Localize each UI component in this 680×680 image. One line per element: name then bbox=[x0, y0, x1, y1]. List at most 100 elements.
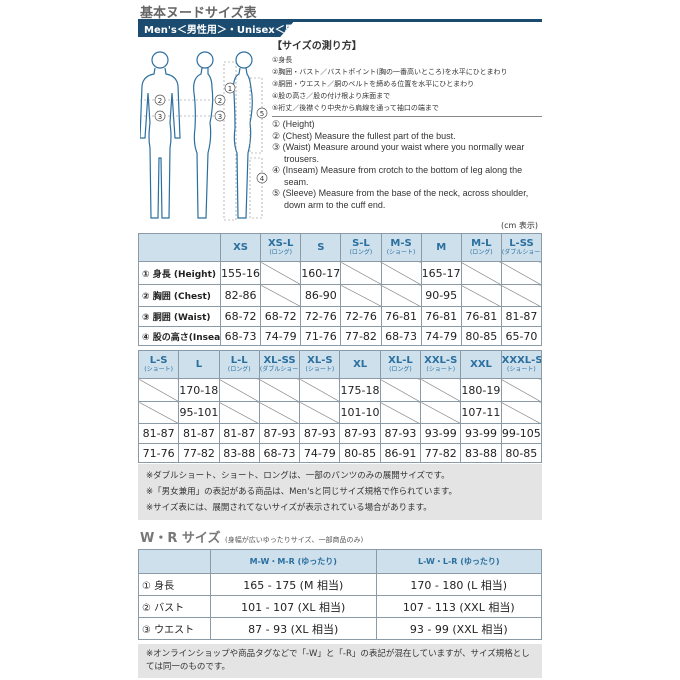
jp-instruction: ④股の高さ／股の付け根より床面まで bbox=[272, 92, 391, 100]
empty-cell bbox=[137, 378, 180, 402]
cell: 82-86 bbox=[219, 284, 262, 307]
cell: 90-95 bbox=[420, 284, 462, 307]
cell: 83-88 bbox=[218, 443, 260, 463]
row-label: ① 身長 bbox=[138, 573, 211, 596]
cell: 80-85 bbox=[339, 443, 381, 463]
cell: 74-79 bbox=[299, 443, 341, 463]
divider bbox=[272, 116, 542, 117]
size-subtype: (ロング) bbox=[389, 365, 412, 373]
size-header: S bbox=[300, 233, 342, 262]
size-header: XS-L (ロング) bbox=[260, 233, 302, 262]
size-name: S bbox=[317, 241, 325, 253]
table-row: 81-87 81-87 81-87 87-93 87-93 87-93 87-93 93-99… bbox=[137, 423, 543, 444]
cell: 101-107 bbox=[339, 401, 381, 424]
size-name: XS bbox=[233, 241, 249, 253]
size-subtype: (ロング) bbox=[227, 365, 251, 373]
banner-text: Men's＜男性用＞・Unisex＜男女兼用＞ bbox=[144, 25, 335, 36]
size-header: XXL-S (ショート) bbox=[420, 350, 462, 379]
size-header: L-SS(ダブルショート) bbox=[500, 233, 543, 262]
size-header: M bbox=[420, 233, 462, 262]
cell: 165-175 bbox=[420, 261, 462, 285]
table-row: 71-76 77-82 83-88 68-73 74-79 80-85 86-91 77-82… bbox=[137, 443, 543, 463]
cell: 87-93 bbox=[339, 423, 381, 444]
cell: 76-81 bbox=[420, 306, 462, 327]
profile-figure-icon bbox=[232, 51, 253, 219]
cell: 81-87 bbox=[218, 423, 260, 444]
size-subtype: (ショート) bbox=[305, 365, 335, 373]
cell: 77-82 bbox=[340, 326, 382, 346]
cell: 180-190 bbox=[460, 378, 502, 402]
cell: 83-88 bbox=[460, 443, 502, 463]
cell: 81-87 bbox=[178, 423, 220, 444]
cell: 76-81 bbox=[460, 306, 502, 327]
svg-text:4: 4 bbox=[260, 175, 265, 183]
size-name: L-SS bbox=[509, 237, 534, 249]
size-table-1: XS XS-L (ロング) S S-L (ロング) M-S (ショート) M M-L (ロング) L-… bbox=[138, 233, 543, 346]
cell: 107 - 113 (XXL 相当) bbox=[375, 595, 542, 618]
en-instruction: ③ (Waist) Measure around your waist wher… bbox=[272, 142, 525, 164]
table-row: ③ 胴囲 (Waist) 68-72 68-72 72-76 72-76 76-81 76-… bbox=[138, 306, 543, 327]
table-row: ① 身長 (Height)155-165 160-170 165-175 bbox=[138, 261, 543, 285]
empty-cell bbox=[299, 401, 341, 424]
table-row: ② バスト 101 - 107 (XL 相当) 107 - 113 (XXL 相当) bbox=[138, 595, 542, 618]
cell: 87-93 bbox=[258, 423, 301, 444]
front-figure-icon bbox=[140, 51, 181, 219]
size-subtype: (ロング) bbox=[349, 248, 373, 256]
jp-instruction: ⑤裄丈／後襟ぐり中央から肩線を通って袖口の端まで bbox=[272, 104, 439, 112]
svg-text:2: 2 bbox=[218, 97, 222, 105]
size-name: XXL-S bbox=[424, 354, 458, 366]
empty-cell bbox=[420, 378, 462, 402]
note: ※ダブルショート、ショート、ロングは、一部のパンツのみの展開サイズです。 bbox=[146, 471, 450, 481]
empty-cell bbox=[218, 378, 260, 402]
svg-text:5: 5 bbox=[260, 110, 264, 118]
size-subtype: (ショート) bbox=[426, 365, 456, 373]
size-subtype: (ダブルショート) bbox=[259, 365, 299, 373]
size-name: L-L bbox=[230, 354, 248, 366]
svg-text:2: 2 bbox=[158, 97, 162, 105]
cell: 87-93 bbox=[299, 423, 341, 444]
cell: 107-113 bbox=[460, 401, 502, 424]
empty-cell bbox=[379, 378, 422, 402]
empty-cell bbox=[379, 401, 422, 424]
jp-instruction: ②胸囲・バスト／バストポイント(胸の一番高いところ)を水平にひとまわり bbox=[272, 68, 508, 76]
empty-cell bbox=[340, 261, 382, 285]
row-label: ③ 胴囲 (Waist) bbox=[138, 306, 221, 327]
empty-cell bbox=[299, 378, 341, 402]
cell: 80-85 bbox=[460, 326, 502, 346]
cell: 170-180 bbox=[178, 378, 220, 402]
size-header: L-L (ロング) bbox=[218, 350, 260, 379]
corner-cell bbox=[138, 549, 211, 574]
cell: 175-185 bbox=[339, 378, 381, 402]
table-row: ① 身長 165 - 175 (M 相当) 170 - 180 (L 相当) bbox=[138, 573, 542, 596]
cell: 74-79 bbox=[260, 326, 302, 346]
row-label: ③ ウエスト bbox=[138, 617, 211, 640]
row-label: ① 身長 (Height) bbox=[138, 261, 221, 285]
section-banner: Men's＜男性用＞・Unisex＜男女兼用＞ bbox=[138, 19, 542, 37]
size-header: XS bbox=[219, 233, 262, 262]
cell: 160-170 bbox=[300, 261, 342, 285]
measurement-instructions: 【サイズの測り方】 ①身長 ②胸囲・バスト／バストポイント(胸の一番高いところ)… bbox=[272, 40, 542, 211]
size-header: XXL bbox=[460, 350, 502, 379]
size-name: XL-L bbox=[388, 354, 413, 366]
size-name: XS-L bbox=[267, 237, 294, 249]
side-figure-icon bbox=[193, 51, 214, 219]
empty-cell bbox=[420, 401, 462, 424]
size-subtype: (ダブルショート) bbox=[501, 248, 541, 256]
size-name: L bbox=[195, 358, 203, 370]
cell: 68-73 bbox=[380, 326, 422, 346]
wr-note-box: ※オンラインショップや商品タグなどで「-W」と「-R」の表記が混在していますが、… bbox=[138, 644, 542, 678]
notes-box: ※ダブルショート、ショート、ロングは、一部のパンツのみの展開サイズです。 ※「男… bbox=[138, 464, 542, 520]
cell: 72-76 bbox=[300, 306, 342, 327]
cell: 93-99 bbox=[460, 423, 502, 444]
cell: 86-90 bbox=[300, 284, 342, 307]
wr-size-table: M-W・M-R (ゆったり) L-W・L-R (ゆったり) ① 身長 165 - 1… bbox=[138, 549, 542, 640]
cell: 99-105 bbox=[500, 423, 543, 444]
size-header: XL bbox=[339, 350, 381, 379]
row-label: ② 胸囲 (Chest) bbox=[138, 284, 221, 307]
empty-cell bbox=[500, 401, 543, 424]
size-name: L-S bbox=[149, 354, 168, 366]
empty-cell bbox=[260, 261, 302, 285]
cell: 87-93 bbox=[379, 423, 422, 444]
empty-cell bbox=[500, 284, 543, 307]
empty-cell bbox=[460, 261, 502, 285]
